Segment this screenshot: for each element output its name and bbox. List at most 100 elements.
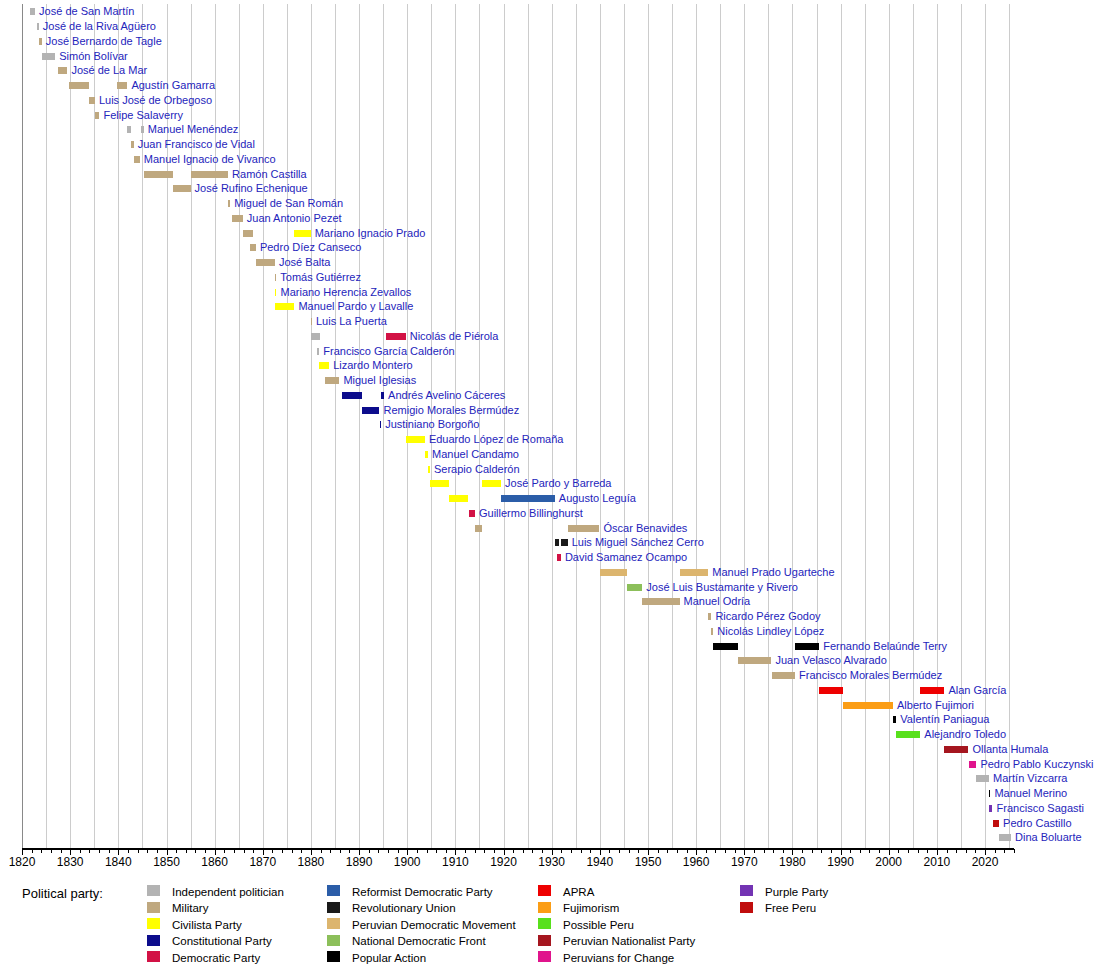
minor-tick-1906 <box>436 849 437 853</box>
gridline-1965 <box>720 4 721 848</box>
president-name[interactable]: Pedro Pablo Kuczynski <box>980 758 1093 771</box>
president-name[interactable]: Mariano Ignacio Prado <box>315 227 426 240</box>
president-name[interactable]: José de San Martín <box>39 5 134 18</box>
president-name[interactable]: Fernando Belaúnde Terry <box>823 640 947 653</box>
president-name[interactable]: Luis La Puerta <box>316 315 387 328</box>
president-name[interactable]: Manuel Menéndez <box>148 123 239 136</box>
president-name[interactable]: Miguel Iglesias <box>343 374 416 387</box>
gridline-2000 <box>889 4 890 848</box>
president-name[interactable]: Óscar Benavides <box>604 522 688 535</box>
president-name[interactable]: Ollanta Humala <box>973 743 1049 756</box>
gridline-1890 <box>359 4 360 848</box>
president-name[interactable]: Simón Bolívar <box>59 50 127 63</box>
president-name[interactable]: José de La Mar <box>71 64 147 77</box>
gridline-1950 <box>648 4 649 848</box>
president-name[interactable]: Lizardo Montero <box>333 359 413 372</box>
president-name[interactable]: José Pardo y Barreda <box>505 477 611 490</box>
president-name[interactable]: Eduardo López de Romaña <box>429 433 564 446</box>
president-name[interactable]: Ricardo Pérez Godoy <box>715 610 820 623</box>
president-name[interactable]: José Balta <box>279 256 330 269</box>
president-name[interactable]: Justiniano Borgoño <box>385 418 479 431</box>
president-name[interactable]: Alberto Fujimori <box>897 699 974 712</box>
term-bar <box>275 289 276 296</box>
axis-label-2020: 2020 <box>972 856 999 868</box>
president-name[interactable]: Valentín Paniagua <box>900 713 989 726</box>
minor-tick-1996 <box>869 849 870 853</box>
minor-tick-1836 <box>99 849 100 853</box>
president-name[interactable]: Juan Velasco Alvarado <box>776 654 887 667</box>
term-bar <box>561 539 568 546</box>
legend-title: Political party: <box>22 886 103 901</box>
president-name[interactable]: Miguel de San Román <box>234 197 343 210</box>
minor-tick-1862 <box>224 849 225 853</box>
minor-tick-1924 <box>523 849 524 853</box>
president-name[interactable]: Ramón Castilla <box>232 168 307 181</box>
president-name[interactable]: Dina Boluarte <box>1015 831 1082 844</box>
president-name[interactable]: Francisco García Calderón <box>323 345 454 358</box>
president-name[interactable]: Pedro Castillo <box>1003 817 1071 830</box>
president-name[interactable]: Francisco Morales Bermúdez <box>799 669 942 682</box>
term-bar <box>713 643 738 650</box>
president-name[interactable]: Tomás Gutiérrez <box>280 271 361 284</box>
president-name[interactable]: Nicolás Lindley López <box>717 625 824 638</box>
legend-swatch-civilista <box>147 918 160 929</box>
term-bar <box>30 8 36 15</box>
president-name[interactable]: Felipe Salaverry <box>104 109 183 122</box>
president-name[interactable]: Juan Francisco de Vidal <box>138 138 255 151</box>
minor-tick-1826 <box>51 849 52 853</box>
minor-tick-1824 <box>41 849 42 853</box>
president-name[interactable]: Manuel Prado Ugarteche <box>712 566 834 579</box>
term-bar <box>37 23 39 30</box>
minor-tick-1952 <box>658 849 659 853</box>
minor-tick-2014 <box>956 849 957 853</box>
president-name[interactable]: Remigio Morales Bermúdez <box>384 404 520 417</box>
president-name[interactable]: Manuel Odría <box>684 595 751 608</box>
president-name[interactable]: Manuel Candamo <box>432 448 519 461</box>
axis-label-1880: 1880 <box>298 856 325 868</box>
president-name[interactable]: Nicolás de Piérola <box>410 330 499 343</box>
president-name[interactable]: Juan Antonio Pezet <box>247 212 342 225</box>
gridline-1990 <box>841 4 842 848</box>
president-name[interactable]: Luis Miguel Sánchez Cerro <box>572 536 704 549</box>
minor-tick-1834 <box>89 849 90 853</box>
president-name[interactable]: José Rufino Echenique <box>195 182 308 195</box>
president-name[interactable]: Andrés Avelino Cáceres <box>388 389 505 402</box>
axis-label-1870: 1870 <box>249 856 276 868</box>
president-name[interactable]: Pedro Díez Canseco <box>260 241 362 254</box>
term-bar <box>131 141 134 148</box>
minor-tick-1992 <box>850 849 851 853</box>
president-name[interactable]: Agustín Gamarra <box>131 79 215 92</box>
minor-tick-2024 <box>1004 849 1005 853</box>
president-name[interactable]: José Bernardo de Tagle <box>46 35 162 48</box>
president-name[interactable]: Luis José de Orbegoso <box>99 94 212 107</box>
term-bar <box>428 466 430 473</box>
president-name[interactable]: Martín Vizcarra <box>993 772 1067 785</box>
president-name[interactable]: José Luis Bustamante y Rivero <box>646 581 798 594</box>
president-name[interactable]: David Samanez Ocampo <box>565 551 687 564</box>
president-name[interactable]: Alan García <box>948 684 1006 697</box>
gridline-1945 <box>624 4 625 848</box>
president-name[interactable]: José de la Riva Agüero <box>43 20 156 33</box>
president-name[interactable]: Manuel Pardo y Lavalle <box>298 300 413 313</box>
president-name[interactable]: Manuel Ignacio de Vivanco <box>144 153 276 166</box>
president-name[interactable]: Mariano Herencia Zevallos <box>281 286 412 299</box>
president-name[interactable]: Augusto Leguía <box>559 492 636 505</box>
term-bar <box>475 525 482 532</box>
president-name[interactable]: Francisco Sagasti <box>997 802 1084 815</box>
president-name[interactable]: Serapio Calderón <box>434 463 520 476</box>
gridline-1895 <box>383 4 384 848</box>
legend-label-purple_party: Purple Party <box>765 886 828 898</box>
legend-label-ppk_party: Peruvians for Change <box>563 952 674 964</box>
president-name[interactable]: Guillermo Billinghurst <box>479 507 583 520</box>
minor-tick-1884 <box>330 849 331 853</box>
term-bar <box>319 362 329 369</box>
legend-swatch-fujimorism <box>538 902 551 913</box>
minor-tick-1936 <box>581 849 582 853</box>
term-bar <box>819 687 843 694</box>
legend-swatch-pdm <box>327 918 340 929</box>
president-name[interactable]: Alejandro Toledo <box>924 728 1006 741</box>
president-name[interactable]: Manuel Merino <box>994 787 1067 800</box>
gridline-1870 <box>263 4 264 848</box>
axis-label-1820: 1820 <box>9 856 36 868</box>
legend-label-ndf: National Democratic Front <box>352 935 486 947</box>
